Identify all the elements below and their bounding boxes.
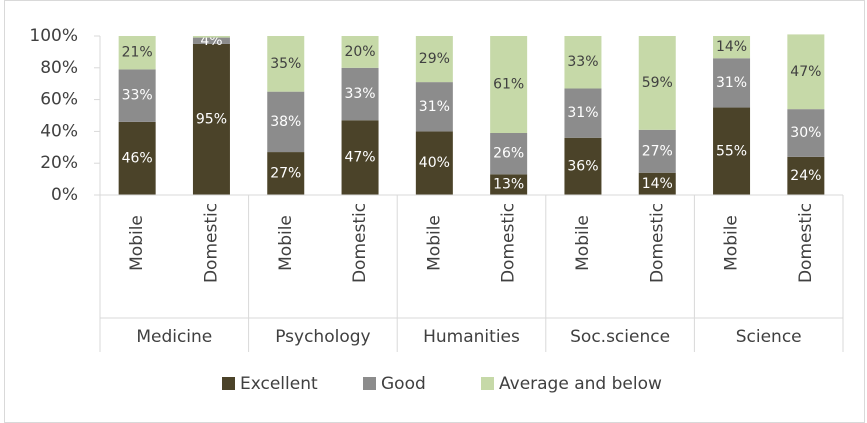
x-tick-label: Domestic <box>201 203 221 283</box>
x-tick-label: Mobile <box>573 215 593 271</box>
data-label: 26% <box>493 146 524 162</box>
bar-segment <box>638 36 676 130</box>
legend-label: Average and below <box>499 374 662 394</box>
data-label: 61% <box>493 76 524 92</box>
group-label: Science <box>736 327 802 347</box>
data-label: 20% <box>344 44 375 60</box>
bar-segment <box>192 37 230 44</box>
data-label: 33% <box>567 54 598 70</box>
data-label: 14% <box>642 176 673 192</box>
data-label: 95% <box>196 111 227 127</box>
legend-swatch <box>363 377 376 390</box>
bar-segment <box>713 107 751 195</box>
x-tick-label: Mobile <box>424 215 444 271</box>
data-label: 27% <box>642 143 673 159</box>
data-label: 38% <box>270 114 301 130</box>
data-label: 59% <box>642 75 673 91</box>
data-label: 33% <box>122 88 153 104</box>
data-label: 36% <box>567 158 598 174</box>
y-tick-label: 100% <box>29 26 78 46</box>
group-label: Psychology <box>275 327 370 347</box>
bar-segment <box>341 67 379 121</box>
bar-segment <box>118 69 156 122</box>
data-label: 24% <box>790 168 821 184</box>
bar-segment <box>713 58 751 108</box>
legend-swatch <box>481 377 494 390</box>
y-tick-label: 20% <box>40 153 78 173</box>
x-tick-label: Mobile <box>127 215 147 271</box>
bar-segment <box>787 34 825 110</box>
data-label: 14% <box>716 39 747 55</box>
bar-segment <box>638 172 676 195</box>
data-label: 55% <box>716 143 747 159</box>
x-tick-label: Domestic <box>796 203 816 283</box>
bar-segment <box>192 43 230 196</box>
y-tick-label: 40% <box>40 121 78 141</box>
bar-segment <box>787 109 825 157</box>
legend-label: Excellent <box>240 374 318 394</box>
bar-segment <box>267 36 305 92</box>
bar-segment <box>118 36 156 70</box>
data-label: 27% <box>270 166 301 182</box>
x-tick-label: Domestic <box>499 203 519 283</box>
group-label: Medicine <box>136 327 212 347</box>
group-label: Humanities <box>423 327 520 347</box>
y-tick-label: 0% <box>51 185 78 205</box>
bar-segment <box>192 36 230 38</box>
bar-segment <box>118 121 156 195</box>
data-label: 35% <box>270 56 301 72</box>
data-label: 46% <box>122 150 153 166</box>
x-tick-label: Domestic <box>350 203 370 283</box>
bar-segment <box>341 36 379 68</box>
legend-label: Good <box>381 374 426 394</box>
group-label: Soc.science <box>570 327 670 347</box>
data-label: 31% <box>567 105 598 121</box>
data-label: 29% <box>419 51 450 67</box>
bar-segment <box>564 88 602 138</box>
bar-segment <box>564 137 602 195</box>
data-label: 4% <box>200 33 222 49</box>
data-label: 33% <box>344 86 375 102</box>
x-tick-label: Domestic <box>647 203 667 283</box>
data-label: 40% <box>419 155 450 171</box>
data-label: 21% <box>122 45 153 61</box>
data-label: 13% <box>493 177 524 193</box>
bar-segment <box>490 174 528 195</box>
data-label: 30% <box>790 125 821 141</box>
bar-segment <box>638 129 676 173</box>
data-label: 47% <box>790 64 821 80</box>
x-tick-label: Mobile <box>722 215 742 271</box>
y-tick-label: 80% <box>40 58 78 78</box>
data-label: 47% <box>344 150 375 166</box>
data-label: 31% <box>716 75 747 91</box>
bar-segment <box>415 36 453 83</box>
bar-segment <box>415 82 453 132</box>
legend-swatch <box>222 377 235 390</box>
bar-segment <box>490 36 528 133</box>
bar-segment <box>713 36 751 59</box>
y-tick-label: 60% <box>40 90 78 110</box>
bar-segment <box>267 91 305 153</box>
bar-segment <box>564 36 602 89</box>
bar-segment <box>267 152 305 195</box>
bar-segment <box>341 120 379 195</box>
x-tick-label: Mobile <box>276 215 296 271</box>
bar-segment <box>415 131 453 195</box>
bar-segment <box>787 156 825 195</box>
data-label: 31% <box>419 99 450 115</box>
bar-segment <box>490 132 528 175</box>
